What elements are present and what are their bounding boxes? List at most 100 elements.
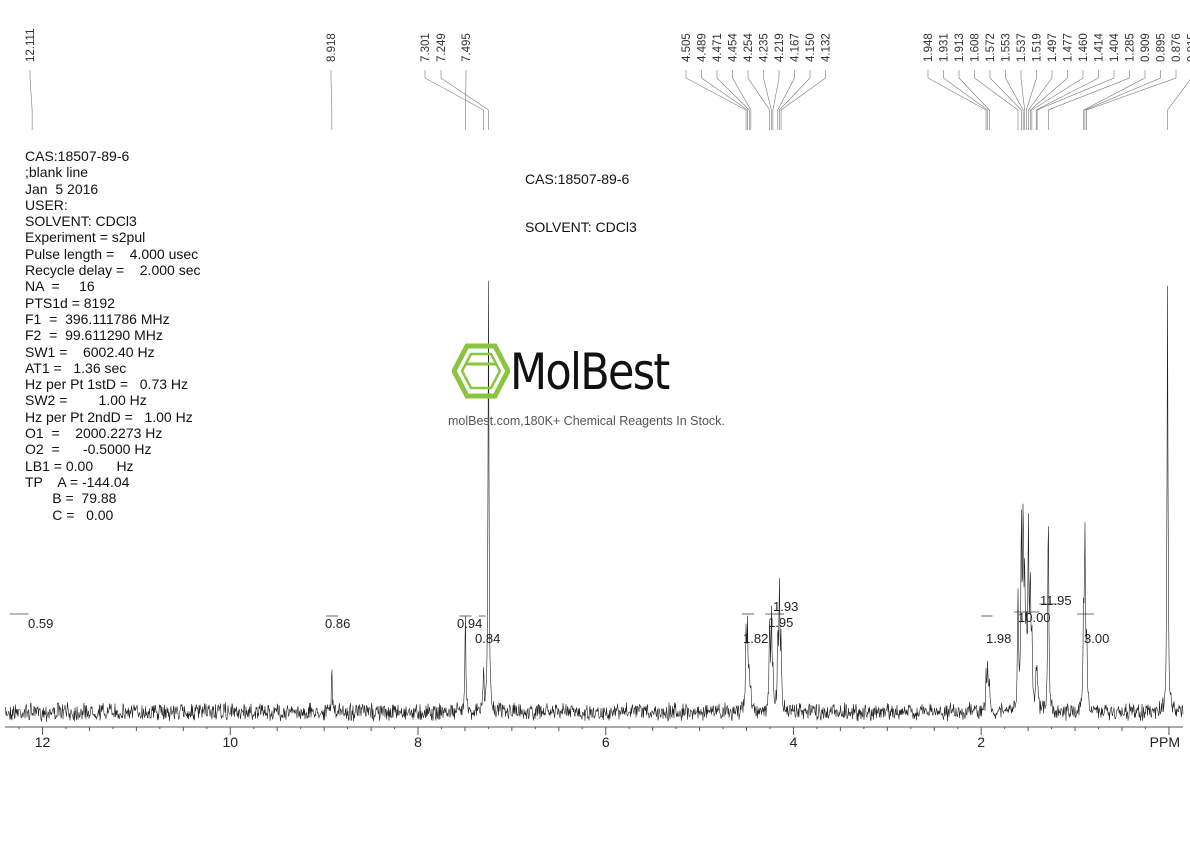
x-tick-label: 6 (602, 734, 610, 750)
peak-label: 1.404 (1109, 33, 1121, 62)
peak-connector-line (465, 70, 467, 130)
param-line: NA = 16 (25, 278, 95, 295)
peak-label: 7.301 (420, 33, 432, 62)
peak-connector-line (1048, 70, 1130, 130)
integral-value-label: 0.84 (475, 631, 500, 646)
param-line: SW1 = 6002.40 Hz (25, 343, 155, 360)
param-line: F2 = 99.611290 MHz (25, 327, 163, 344)
peak-connector-line (1026, 70, 1037, 130)
peak-label: 1.497 (1047, 33, 1059, 62)
peak-label: 1.931 (939, 33, 951, 62)
peak-connector-line (1005, 70, 1024, 130)
param-line: ;blank line (25, 164, 89, 181)
peak-connector-line (1086, 70, 1177, 130)
peak-label: 1.285 (1125, 33, 1137, 62)
peak-label: 1.519 (1032, 33, 1044, 62)
param-line: O1 = 2000.2273 Hz (25, 425, 163, 442)
peak-label: 0.876 (1171, 33, 1183, 62)
peak-connector-line (424, 70, 484, 130)
peak-label: 12.111 (25, 29, 37, 62)
peak-label: 8.918 (326, 33, 338, 62)
peak-connector-line (1084, 70, 1161, 130)
acquisition-parameters: CAS:18507-89-6 ;blank line Jan 5 2016 USER:… (25, 148, 201, 523)
peak-connector-line (1020, 70, 1025, 130)
peak-label: 1.460 (1078, 33, 1090, 62)
peak-connector-line (777, 70, 795, 130)
peak-connector-line (763, 70, 772, 130)
peak-label: 4.167 (790, 33, 802, 62)
param-line: LB1 = 0.00 Hz (25, 457, 134, 474)
peak-connector-line (716, 70, 750, 130)
param-line: SOLVENT: CDCl3 (25, 213, 137, 230)
peak-label: 1.414 (1094, 33, 1106, 62)
peak-connector-line (772, 70, 780, 130)
peak-connector-line (701, 70, 748, 130)
brand-tagline: molBest.com,180K+ Chemical Reagents In S… (448, 414, 725, 428)
peak-label: 4.505 (681, 33, 693, 62)
peak-label: 4.454 (728, 33, 740, 62)
param-line: O2 = -0.5000 Hz (25, 441, 152, 458)
peak-label: 0.895 (1156, 33, 1168, 62)
brand-name: MolBest (510, 343, 670, 401)
peak-connector-line (1083, 70, 1146, 130)
peak-label: 1.572 (985, 33, 997, 62)
peak-label: 1.537 (1016, 33, 1028, 62)
peak-connector-line (958, 70, 990, 130)
peak-label: 4.254 (743, 33, 755, 62)
peak-label: 7.495 (461, 33, 473, 62)
peak-connector-line (779, 70, 811, 130)
x-tick-label: 8 (414, 734, 422, 750)
peak-connector-line (29, 70, 33, 130)
param-line: Pulse length = 4.000 usec (25, 245, 199, 262)
param-line: SW2 = 1.00 Hz (25, 392, 147, 409)
peak-connector-line (989, 70, 1022, 130)
param-line: C = 0.00 (25, 506, 114, 523)
peak-label: 1.608 (970, 33, 982, 62)
peak-label-layer: 12.111 8.918 7.301 7.249 7.495 4.505 4.489 4.47… (25, 29, 1190, 130)
x-tick-label: 10 (222, 734, 238, 750)
peak-connector-line (943, 70, 988, 130)
peak-connector-line (440, 70, 489, 130)
param-line: CAS:18507-89-6 (25, 148, 130, 164)
x-tick-label: 4 (790, 734, 798, 750)
peak-connector-line (1035, 70, 1099, 130)
peak-connector-line (330, 70, 333, 130)
x-tick-label: 12 (35, 734, 51, 750)
integral-value-label: 1.98 (986, 631, 1011, 646)
param-line: Jan 5 2016 (25, 180, 99, 197)
peak-label: 4.235 (759, 33, 771, 62)
param-line: Experiment = s2pul (25, 229, 146, 246)
peak-connector-line (927, 70, 987, 130)
integral-value-label: 0.59 (28, 616, 53, 631)
integral-value-label: 1.82 (743, 631, 768, 646)
peak-label: 4.150 (805, 33, 817, 62)
peak-label: 0.909 (1140, 33, 1152, 62)
integral-value-label: 1.93 (773, 599, 798, 614)
peak-label: 0.015 (1187, 33, 1190, 62)
peak-connector-line (1036, 70, 1115, 130)
peak-connector-line (780, 70, 826, 130)
param-line: PTS1d = 8192 (25, 294, 115, 311)
spectrum-trace (4, 280, 1184, 722)
peak-label: 1.948 (923, 33, 935, 62)
integral-value-label: 3.00 (1084, 631, 1109, 646)
peak-connector-line (1029, 70, 1068, 130)
integral-value-label: 10.00 (1018, 610, 1051, 625)
cas-number: CAS:18507-89-6 (525, 171, 630, 187)
param-line: F1 = 396.111786 MHz (25, 310, 170, 327)
integral-value-label: 0.86 (325, 616, 350, 631)
peak-label: 4.132 (821, 33, 833, 62)
peak-connector-line (974, 70, 1019, 130)
param-line: B = 79.88 (25, 490, 117, 507)
peak-label: 1.913 (954, 33, 966, 62)
param-line: Recycle delay = 2.000 sec (25, 262, 201, 279)
spectrum-header: CAS:18507-89-6 SOLVENT: CDCl3 (525, 139, 637, 251)
x-axis-unit-label: PPM (1150, 734, 1180, 750)
solvent: SOLVENT: CDCl3 (525, 219, 637, 235)
peak-label: 7.249 (436, 33, 448, 62)
integral-value-label: 1.95 (768, 615, 793, 630)
watermark-logo: MolBest molBest.com,180K+ Chemical Reage… (448, 340, 750, 435)
peak-connector-line (747, 70, 770, 130)
x-tick-label: 2 (977, 734, 985, 750)
